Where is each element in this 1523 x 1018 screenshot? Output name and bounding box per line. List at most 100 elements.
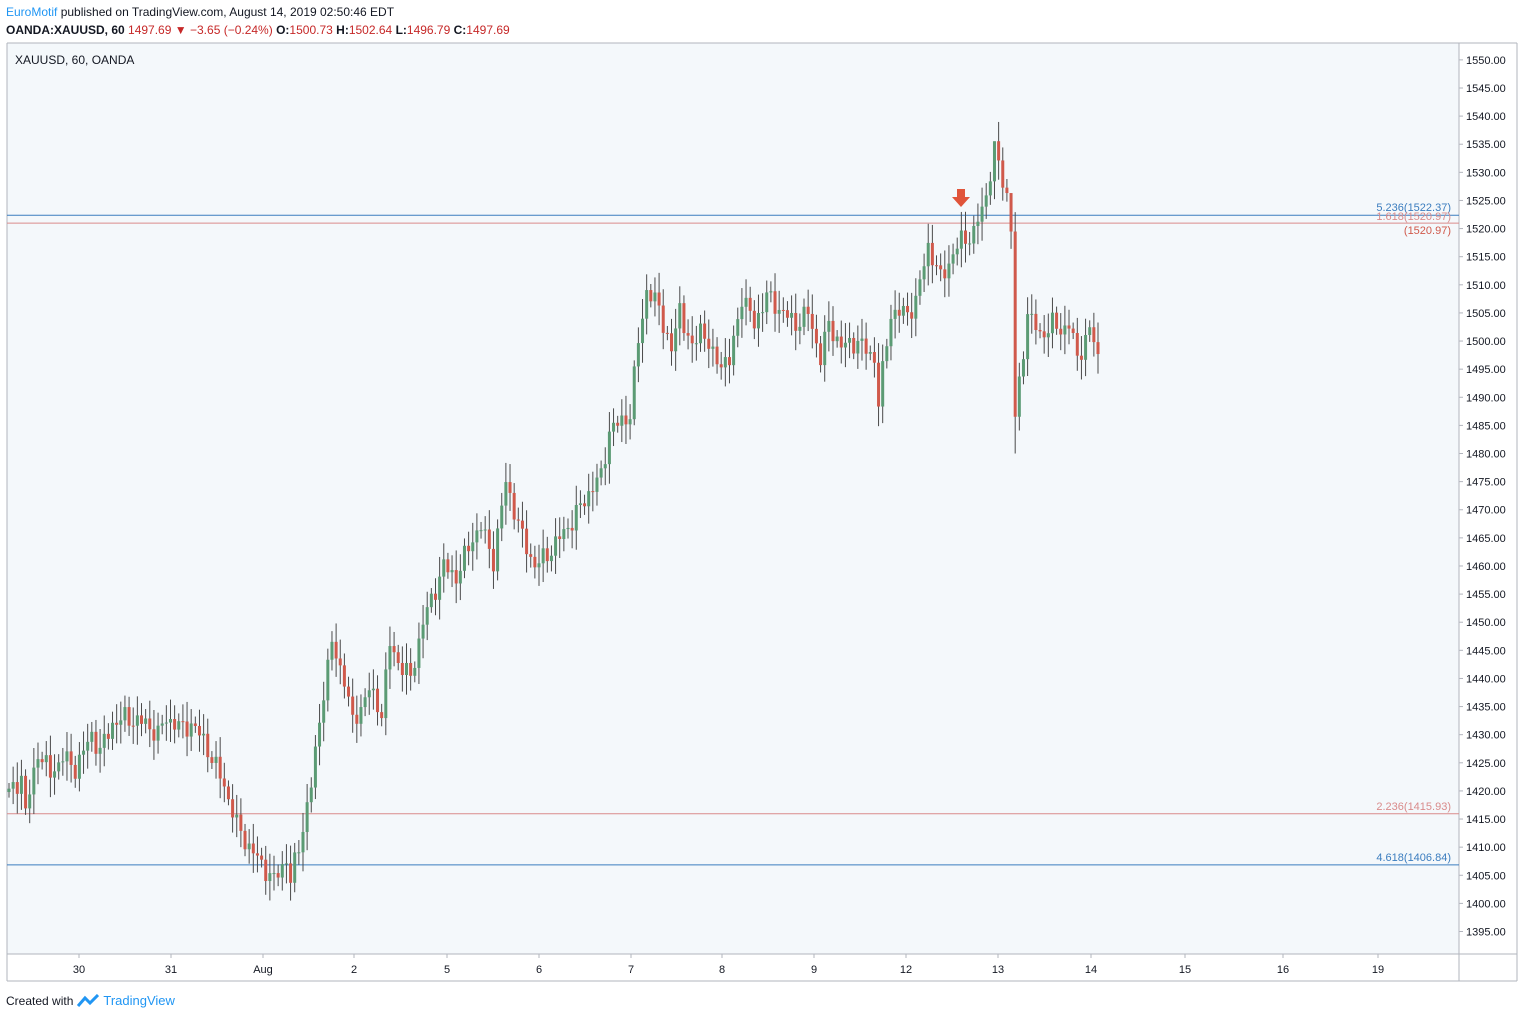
candle-body [131,725,135,727]
candle-body [955,248,959,255]
candle-body [727,357,731,366]
candle-body [392,646,396,653]
candle-body [839,336,843,348]
candle-body [239,814,243,831]
candle-body [988,181,992,196]
x-tick-label: 2 [351,964,357,976]
candle-body [496,528,500,572]
candle-body [371,688,375,691]
candle-body [479,530,483,532]
candle-body [707,338,711,349]
candle-body [251,843,255,854]
y-tick-label: 1510.00 [1466,280,1506,292]
change-value: −3.65 (−0.24%) [190,23,273,37]
candle-body [901,305,905,316]
candle-body [781,309,785,311]
candle-body [1067,325,1071,329]
candle-body [206,733,210,758]
candle-body [802,306,806,327]
candle-body [376,688,380,713]
y-tick-label: 1540.00 [1466,111,1506,123]
candle-body [57,762,61,772]
candle-body [1092,327,1096,343]
candle-body [624,415,628,425]
candle-body [798,326,802,331]
candle-body [15,782,19,794]
tradingview-brand[interactable]: TradingView [103,993,175,1008]
candle-body [823,331,827,366]
candle-body [106,733,110,739]
candle-body [396,652,400,663]
candle-body [508,482,512,493]
candle-body [554,536,558,556]
level-label: 5.236(1522.37) [1376,202,1451,214]
candle-body [868,352,872,354]
candle-body [24,775,28,809]
candle-body [450,570,454,573]
candle-body [744,297,748,307]
candle-body [214,756,218,763]
candle-body [773,291,777,314]
candle-body [1038,330,1042,332]
y-tick-label: 1460.00 [1466,561,1506,573]
candle-body [682,303,686,334]
candle-body [922,266,926,280]
candle-body [32,767,36,795]
candle-body [645,290,649,319]
candle-body [835,336,839,342]
candle-body [400,662,404,676]
candle-body [599,468,603,478]
candle-body [603,464,607,469]
candle-body [752,310,756,329]
candle-body [848,337,852,343]
candle-body [591,491,595,493]
candle-body [433,593,437,600]
candle-body [231,799,235,818]
candle-body [678,303,682,329]
level-label: 1.618(1520.97) [1376,211,1451,223]
y-tick-label: 1420.00 [1466,786,1506,798]
candle-body [992,141,996,182]
candle-body [284,863,288,865]
down-arrow-marker-icon [952,189,970,207]
candle-body [794,312,798,331]
candle-body [814,328,818,344]
candle-body [732,335,736,366]
candle-body [972,225,976,244]
candle-body [69,751,73,765]
candle-body [347,686,351,697]
candle-body [500,505,504,529]
candle-body [1017,376,1021,417]
candle-body [504,482,508,506]
author-link[interactable]: EuroMotif [6,5,58,19]
candle-body [641,318,645,344]
y-tick-label: 1435.00 [1466,702,1506,714]
candle-body [268,873,272,882]
candle-body [235,814,239,818]
candle-body [537,563,541,568]
x-tick-label: 7 [628,964,634,976]
candle-body [566,527,570,530]
y-tick-label: 1410.00 [1466,842,1506,854]
candle-body [980,206,984,222]
candle-body [380,712,384,719]
candle-body [115,722,119,725]
candle-body [164,722,168,724]
candle-body [90,731,94,742]
candle-body [877,362,881,407]
close-label: C: [453,23,467,37]
x-tick-label: 13 [992,964,1004,976]
candle-body [94,731,98,754]
y-tick-label: 1445.00 [1466,645,1506,657]
candle-body [289,863,293,883]
candle-body [1059,328,1063,335]
candle-body [475,530,479,543]
plot-area [7,43,1459,954]
candle-body [417,638,421,668]
ohlc-header: OANDA:XAUUSD, 60 1497.69 ▼ −3.65 (−0.24%… [6,23,510,37]
candle-body [438,576,442,600]
candle-body [409,662,413,676]
candle-body [686,333,690,336]
x-tick-label: 9 [811,964,817,976]
